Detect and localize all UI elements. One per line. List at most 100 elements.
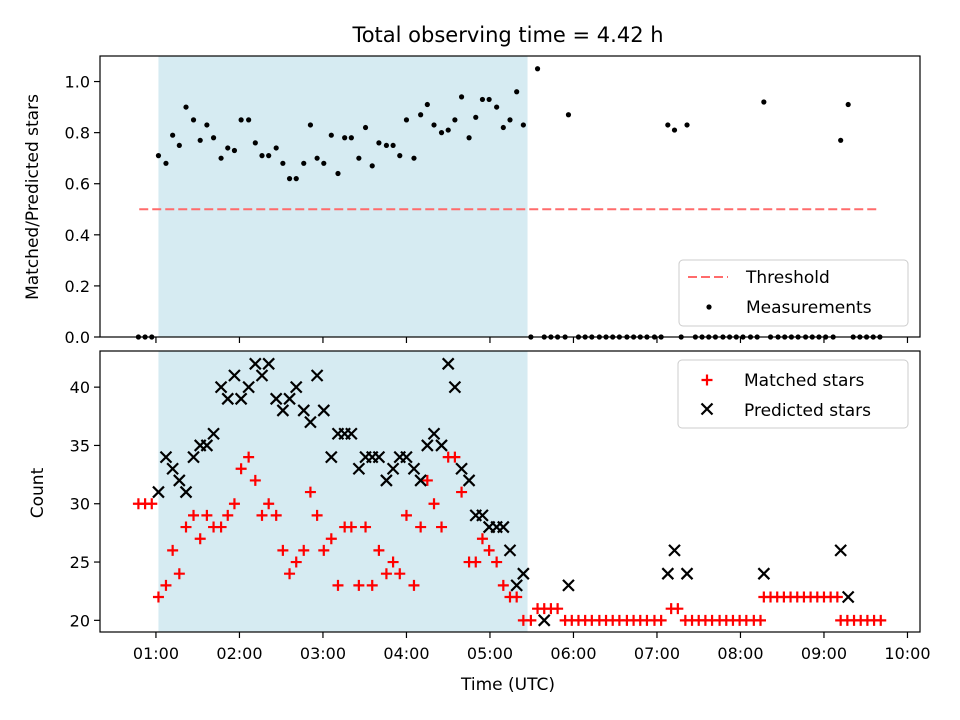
predicted-star-point (310, 369, 324, 382)
predicted-star-point (380, 474, 393, 487)
measurement-point (838, 137, 844, 143)
predicted-star-point (187, 450, 200, 464)
predicted-star-point (317, 404, 331, 417)
predicted-star-point (476, 509, 489, 522)
predicted-star-point (297, 404, 311, 417)
measurement-point (183, 104, 189, 110)
count-panel: 01:00 02:00 03:00 04:00 05:00 06:00 07:00 08:00… (70, 350, 931, 663)
predicted-star-point (214, 380, 228, 394)
predicted-star-point (221, 392, 235, 406)
predicted-star-point (441, 357, 455, 371)
count-observing-window (158, 351, 528, 632)
matched-star-point (173, 568, 185, 580)
matched-star-point (421, 474, 433, 486)
predicted-star-point (510, 579, 523, 592)
predicted-star-point (325, 450, 338, 464)
legend-threshold-label: Threshold (745, 268, 830, 288)
measurement-point (286, 176, 293, 182)
ratio-y-tick-label: 0.2 (65, 277, 90, 296)
predicted-star-point (462, 474, 476, 487)
matched-star-point (277, 544, 289, 556)
predicted-star-point (680, 567, 694, 580)
matched-star-point (525, 614, 537, 626)
matched-star-point (831, 591, 843, 603)
matched-star-point (146, 498, 158, 510)
measurement-point (231, 147, 238, 154)
predicted-star-point (234, 392, 248, 406)
measurement-point (314, 155, 320, 161)
measurement-point (411, 155, 417, 161)
predicted-star-point (562, 579, 575, 592)
matched-star-point (449, 451, 461, 463)
matched-star-point (360, 521, 372, 533)
predicted-star-point (345, 427, 358, 441)
matched-star-point (152, 591, 164, 603)
measurement-point (424, 101, 430, 108)
matched-star-point (332, 579, 344, 591)
x-tick-label: 01:00 (133, 644, 179, 663)
matched-star-point (415, 521, 427, 533)
measurement-point (565, 112, 572, 118)
x-tick-label: 08:00 (717, 644, 763, 663)
measurement-point (204, 122, 210, 128)
matched-star-point (755, 614, 767, 626)
predicted-star-point (276, 404, 290, 417)
matched-star-point (256, 509, 268, 521)
legend-measurements-label: Measurements (746, 298, 872, 318)
matched-star-point (366, 579, 378, 591)
ratio-y-tick-label: 0.4 (65, 226, 90, 245)
matched-star-point (483, 544, 495, 556)
measurement-point (356, 155, 362, 161)
x-tick-label: 03:00 (300, 644, 346, 663)
predicted-star-point (159, 450, 173, 464)
measurement-point (273, 145, 279, 151)
predicted-star-point (242, 380, 255, 394)
measurement-point (534, 66, 541, 72)
count-legend: Matched stars Predicted stars (677, 359, 909, 429)
measurement-point (458, 94, 465, 100)
predicted-star-point (255, 369, 269, 382)
measurement-point (225, 145, 231, 151)
matched-star-point (325, 533, 337, 545)
x-tick-label: 10:00 (884, 644, 930, 663)
measurement-point (348, 135, 354, 141)
measurement-point (520, 122, 526, 128)
predicted-star-point (427, 427, 441, 441)
ratio-y-tick-label: 1.0 (65, 73, 90, 92)
predicted-star-point (497, 520, 510, 534)
matched-star-point (672, 603, 684, 615)
matched-star-point (188, 509, 200, 521)
matched-star-point (228, 498, 240, 510)
predicted-star-point (386, 462, 400, 476)
ratio-y-tick-label: 0.6 (65, 175, 90, 194)
predicted-star-point (269, 392, 283, 406)
count-y-tick-label: 35 (70, 436, 90, 455)
x-tick-label: 09:00 (801, 644, 847, 663)
matched-star-point (380, 568, 392, 580)
predicted-star-point (537, 614, 551, 627)
matched-star-point (408, 579, 420, 591)
legend-box (678, 259, 909, 327)
x-tick-label: 02:00 (216, 644, 262, 663)
x-tick-label: 07:00 (634, 644, 680, 663)
predicted-star-point (283, 392, 296, 406)
measurement-point (328, 132, 334, 138)
matched-star-point (394, 568, 406, 580)
measurement-point (342, 135, 348, 141)
matched-star-point (436, 521, 448, 533)
matched-star-point (428, 498, 440, 510)
measurement-point (494, 104, 500, 110)
measurement-point (197, 137, 203, 143)
measurement-point (362, 124, 369, 131)
x-tick-label: 05:00 (467, 644, 513, 663)
ratio-observing-window (158, 56, 528, 337)
measurement-point (665, 122, 671, 128)
measurement-point (438, 130, 445, 136)
measurement-point (418, 112, 424, 118)
predicted-star-point (455, 462, 468, 476)
matched-star-point (304, 486, 316, 498)
matched-star-point (215, 521, 227, 533)
predicted-star-point (249, 357, 262, 371)
measurement-point (671, 127, 678, 133)
predicted-star-point (757, 567, 771, 580)
